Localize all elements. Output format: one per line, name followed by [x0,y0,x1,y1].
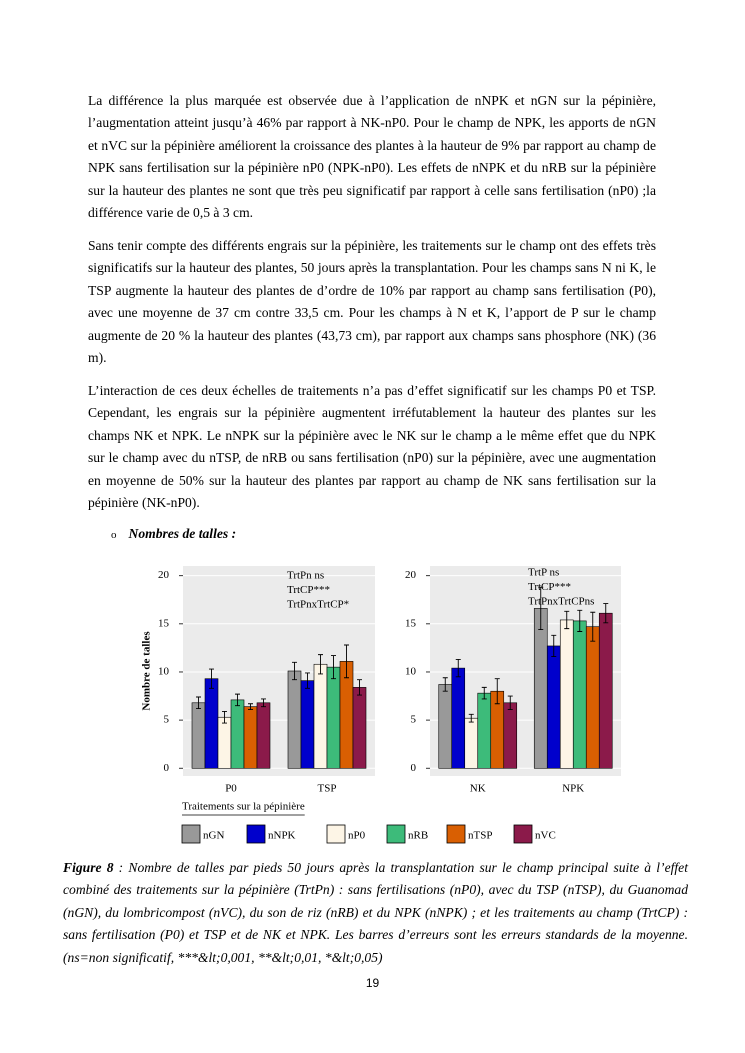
error-bar [292,661,297,681]
error-bar [248,703,253,710]
error-bar [344,644,349,679]
error-bar [357,679,362,696]
error-bar [538,586,544,631]
y-axis-label: Nombre de talles [141,631,153,711]
bar [313,663,328,769]
error-bar [590,611,596,642]
error-bar [331,655,336,680]
paragraph: La différence la plus marquée est observ… [88,93,656,221]
bar [572,620,587,769]
legend-label: nVC [535,830,556,842]
legend-swatch [326,824,346,844]
bar [352,687,367,769]
error-bar [261,698,266,708]
y-tick-label: 20 [405,569,417,581]
bar [464,717,479,769]
error-bar [455,658,461,678]
bar [598,612,613,769]
annotation: TrtPn ns [287,570,324,582]
bar [287,670,302,769]
error-bar [603,603,609,624]
legend-label: nGN [203,830,224,842]
y-tick-label: 10 [158,665,170,677]
x-axis-label: Traitements sur la pépinière [182,801,305,813]
legend-swatch [513,824,533,844]
bar [256,702,271,769]
legend-swatch [181,824,201,844]
annotation: TrtPnxTrtCPns [528,596,594,608]
y-tick-label: 0 [164,762,170,774]
legend-label: nRB [408,830,428,842]
error-bar [318,654,323,675]
y-tick-label: 15 [405,617,417,629]
paragraph: Sans tenir compte des différents engrais… [88,238,656,366]
bar [217,716,232,769]
legend-label: nTSP [468,830,492,842]
page-number: 19 [365,976,380,990]
error-bar [564,610,570,630]
error-bar [468,713,474,723]
bar [191,702,206,769]
error-bar [222,711,227,724]
annotation: TrtP ns [528,567,559,579]
error-bar [196,696,201,710]
error-bar [577,609,583,632]
bullet-item: o Nombres de talles : [111,526,237,541]
y-tick-label: 5 [411,714,417,726]
figure-caption: Figure 8 : Nombre de talles par pieds 50… [63,857,688,969]
caption-label: Figure 8 [63,860,114,875]
bar [477,692,492,769]
error-bar [507,695,513,710]
x-tick-label: P0 [225,783,237,795]
legend-swatch [246,824,266,844]
bar [503,702,518,769]
annotation: TrtPnxTrtCP* [287,599,349,611]
bar [243,706,258,769]
caption-text: : Nombre de talles par pieds 50 jours ap… [63,860,688,965]
error-bar [551,634,557,658]
paragraph: L’interaction de ces deux échelles de tr… [88,383,656,511]
section-heading: Nombres de talles : [128,526,237,541]
bar [546,645,561,769]
error-bar [235,693,240,707]
error-bar [494,678,500,705]
error-bar [209,668,214,689]
bar [230,699,245,769]
bar [204,678,219,769]
legend-swatch [446,824,466,844]
bar [451,667,466,769]
annotation: TrtCP*** [287,584,330,596]
error-bar [305,672,310,689]
error-bar [442,677,448,692]
y-tick-label: 5 [164,714,170,726]
bar [326,666,341,769]
legend-label: nNPK [268,830,296,842]
bar [533,608,548,769]
figure: 0 5 10 15 20 P0 TSP TrtPn ns TrtCP*** TrtPnxTrtCP… [141,566,621,844]
bar [559,619,574,769]
legend-label: nP0 [348,830,366,842]
y-tick-label: 15 [158,617,170,629]
legend-swatch [386,824,406,844]
x-tick-label: NPK [562,783,584,795]
x-tick-label: NK [470,783,486,795]
y-tick-label: 10 [405,665,417,677]
y-tick-label: 0 [411,762,417,774]
error-bar [481,686,487,700]
annotation: TrtCP*** [528,581,571,593]
bar [300,680,315,769]
bar [585,626,600,769]
y-tick-label: 20 [158,569,170,581]
x-tick-label: TSP [318,783,337,795]
bar [438,684,453,769]
